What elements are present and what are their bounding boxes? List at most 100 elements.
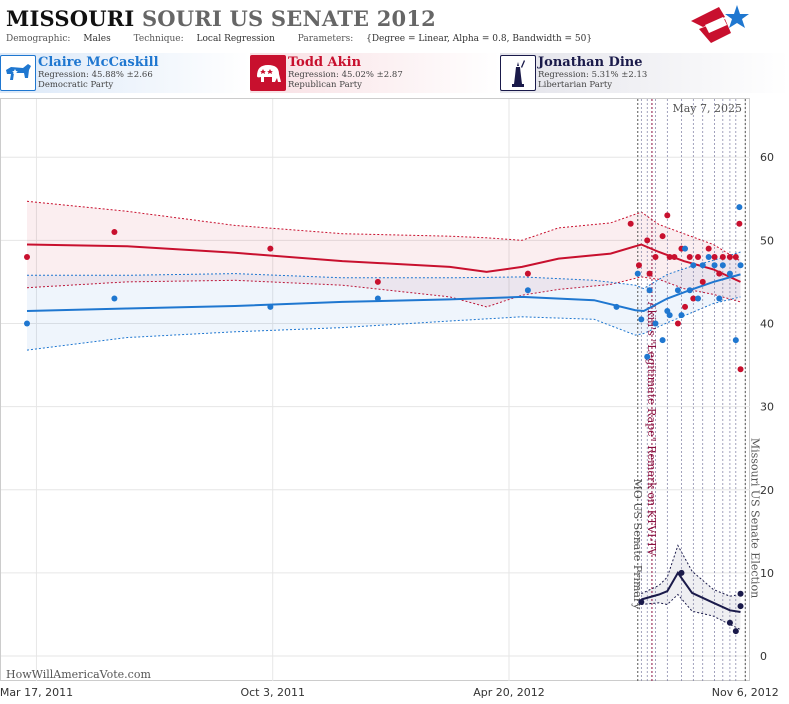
x-tick-label: Nov 6, 2012	[712, 686, 779, 699]
x-tick-labels: Mar 17, 2011 Oct 3, 2011 Apr 20, 2012 Nov 6…	[0, 686, 779, 699]
data-point	[678, 312, 685, 319]
y-tick-label: 30	[760, 401, 774, 414]
elephant-icon	[250, 55, 286, 91]
data-point	[737, 590, 744, 597]
data-point	[267, 303, 274, 310]
data-point	[690, 295, 697, 302]
y-tick-label: 50	[760, 234, 774, 247]
band-upper-line	[27, 251, 741, 290]
poll-markers	[640, 99, 737, 681]
data-point	[644, 237, 651, 244]
candidate-party: Republican Party	[288, 80, 362, 90]
y-tick-label: 60	[760, 151, 774, 164]
data-point	[111, 229, 118, 236]
parameters-line: Demographic: Males Technique: Local Regr…	[6, 34, 612, 44]
band-upper-line	[26, 200, 741, 262]
data-point	[726, 270, 733, 277]
y-tick-labels: 0 10 20 30 40 50 60	[760, 151, 774, 663]
title-rest: SOURI US SENATE 2012	[141, 6, 436, 31]
site-logo-icon[interactable]	[689, 3, 751, 49]
data-point	[686, 287, 693, 294]
candidate-name: Claire McCaskill	[38, 55, 159, 70]
data-point	[374, 278, 381, 285]
data-point	[705, 253, 712, 260]
liberty-icon	[500, 55, 536, 91]
data-point	[652, 253, 659, 260]
data-point	[23, 320, 30, 327]
data-point	[732, 337, 739, 344]
candidate-party: Libertarian Party	[538, 80, 613, 90]
legend-item-mccaskill[interactable]: Claire McCaskill Regression: 45.88% ±2.6…	[0, 53, 240, 93]
data-point	[638, 316, 645, 323]
parameters-label: Parameters:	[297, 34, 354, 44]
data-point	[699, 262, 706, 269]
data-point	[726, 619, 733, 626]
parameters-value: {Degree = Linear, Alpha = 0.8, Bandwidth…	[366, 34, 593, 44]
data-point	[737, 366, 744, 373]
demographic-label: Demographic:	[6, 34, 71, 44]
legend-item-dine[interactable]: Jonathan Dine Regression: 5.31% ±2.13 Li…	[500, 53, 740, 93]
data-point	[732, 628, 739, 635]
y-grid	[1, 156, 750, 657]
watermark: HowWillAmericaVote.com	[6, 668, 151, 681]
band-upper-line	[641, 544, 741, 597]
y-tick-label: 0	[760, 650, 767, 663]
page-title: MISSOURI SOURI US SENATE 2012	[6, 6, 436, 31]
data-point	[627, 220, 634, 227]
candidate-name: Jonathan Dine	[538, 55, 643, 70]
data-point	[652, 320, 659, 327]
band-lower-line	[26, 296, 741, 351]
x-tick-label: Apr 20, 2012	[473, 686, 545, 699]
data-point	[524, 270, 531, 277]
legend-item-akin[interactable]: Todd Akin Regression: 45.02% ±2.87 Repub…	[250, 53, 490, 93]
data-point	[671, 253, 678, 260]
candidate-party: Democratic Party	[38, 80, 114, 90]
data-point	[659, 233, 666, 240]
y-tick-label: 20	[760, 484, 774, 497]
data-point	[638, 599, 645, 606]
data-point	[736, 220, 743, 227]
event-label: MO US Senate Primary	[631, 479, 644, 611]
chart-date-label: May 7, 2025	[672, 102, 742, 115]
data-point	[674, 287, 681, 294]
donkey-icon	[0, 55, 36, 91]
plot-frame	[0, 98, 750, 681]
legend-background	[0, 53, 789, 93]
data-point	[374, 295, 381, 302]
x-tick-label: Oct 3, 2011	[240, 686, 305, 699]
candidate-legend: Claire McCaskill Regression: 45.88% ±2.6…	[0, 53, 789, 93]
trend-line	[26, 243, 741, 283]
data-point	[634, 270, 641, 277]
data-point	[711, 262, 718, 269]
data-point	[705, 245, 712, 252]
data-point	[644, 353, 651, 360]
data-point	[613, 303, 620, 310]
data-point	[711, 253, 718, 260]
event-label: Akin's "Legitimate Rape" Remark on KTVI-…	[645, 301, 658, 557]
trend-line	[641, 571, 741, 613]
event-label: Missouri US Senate Election	[748, 438, 761, 598]
data-points	[23, 204, 744, 635]
y-tick-label: 10	[760, 567, 774, 580]
y-tick-label: 40	[760, 317, 774, 330]
demographic-value: Males	[83, 34, 111, 44]
data-point	[646, 287, 653, 294]
data-point	[690, 262, 697, 269]
data-point	[23, 253, 30, 260]
data-point	[686, 253, 693, 260]
data-point	[635, 262, 642, 269]
technique-label: Technique:	[133, 34, 184, 44]
data-point	[695, 253, 702, 260]
candidate-regression: Regression: 45.88% ±2.66	[38, 70, 153, 80]
data-point	[111, 295, 118, 302]
data-point	[737, 603, 744, 610]
technique-value: Local Regression	[196, 34, 275, 44]
data-point	[682, 303, 689, 310]
candidate-name: Todd Akin	[288, 55, 362, 70]
data-point	[664, 212, 671, 219]
data-point	[737, 262, 744, 269]
confidence-band	[27, 201, 741, 307]
candidate-regression: Regression: 5.31% ±2.13	[538, 70, 648, 80]
data-point	[719, 262, 726, 269]
data-point	[659, 337, 666, 344]
